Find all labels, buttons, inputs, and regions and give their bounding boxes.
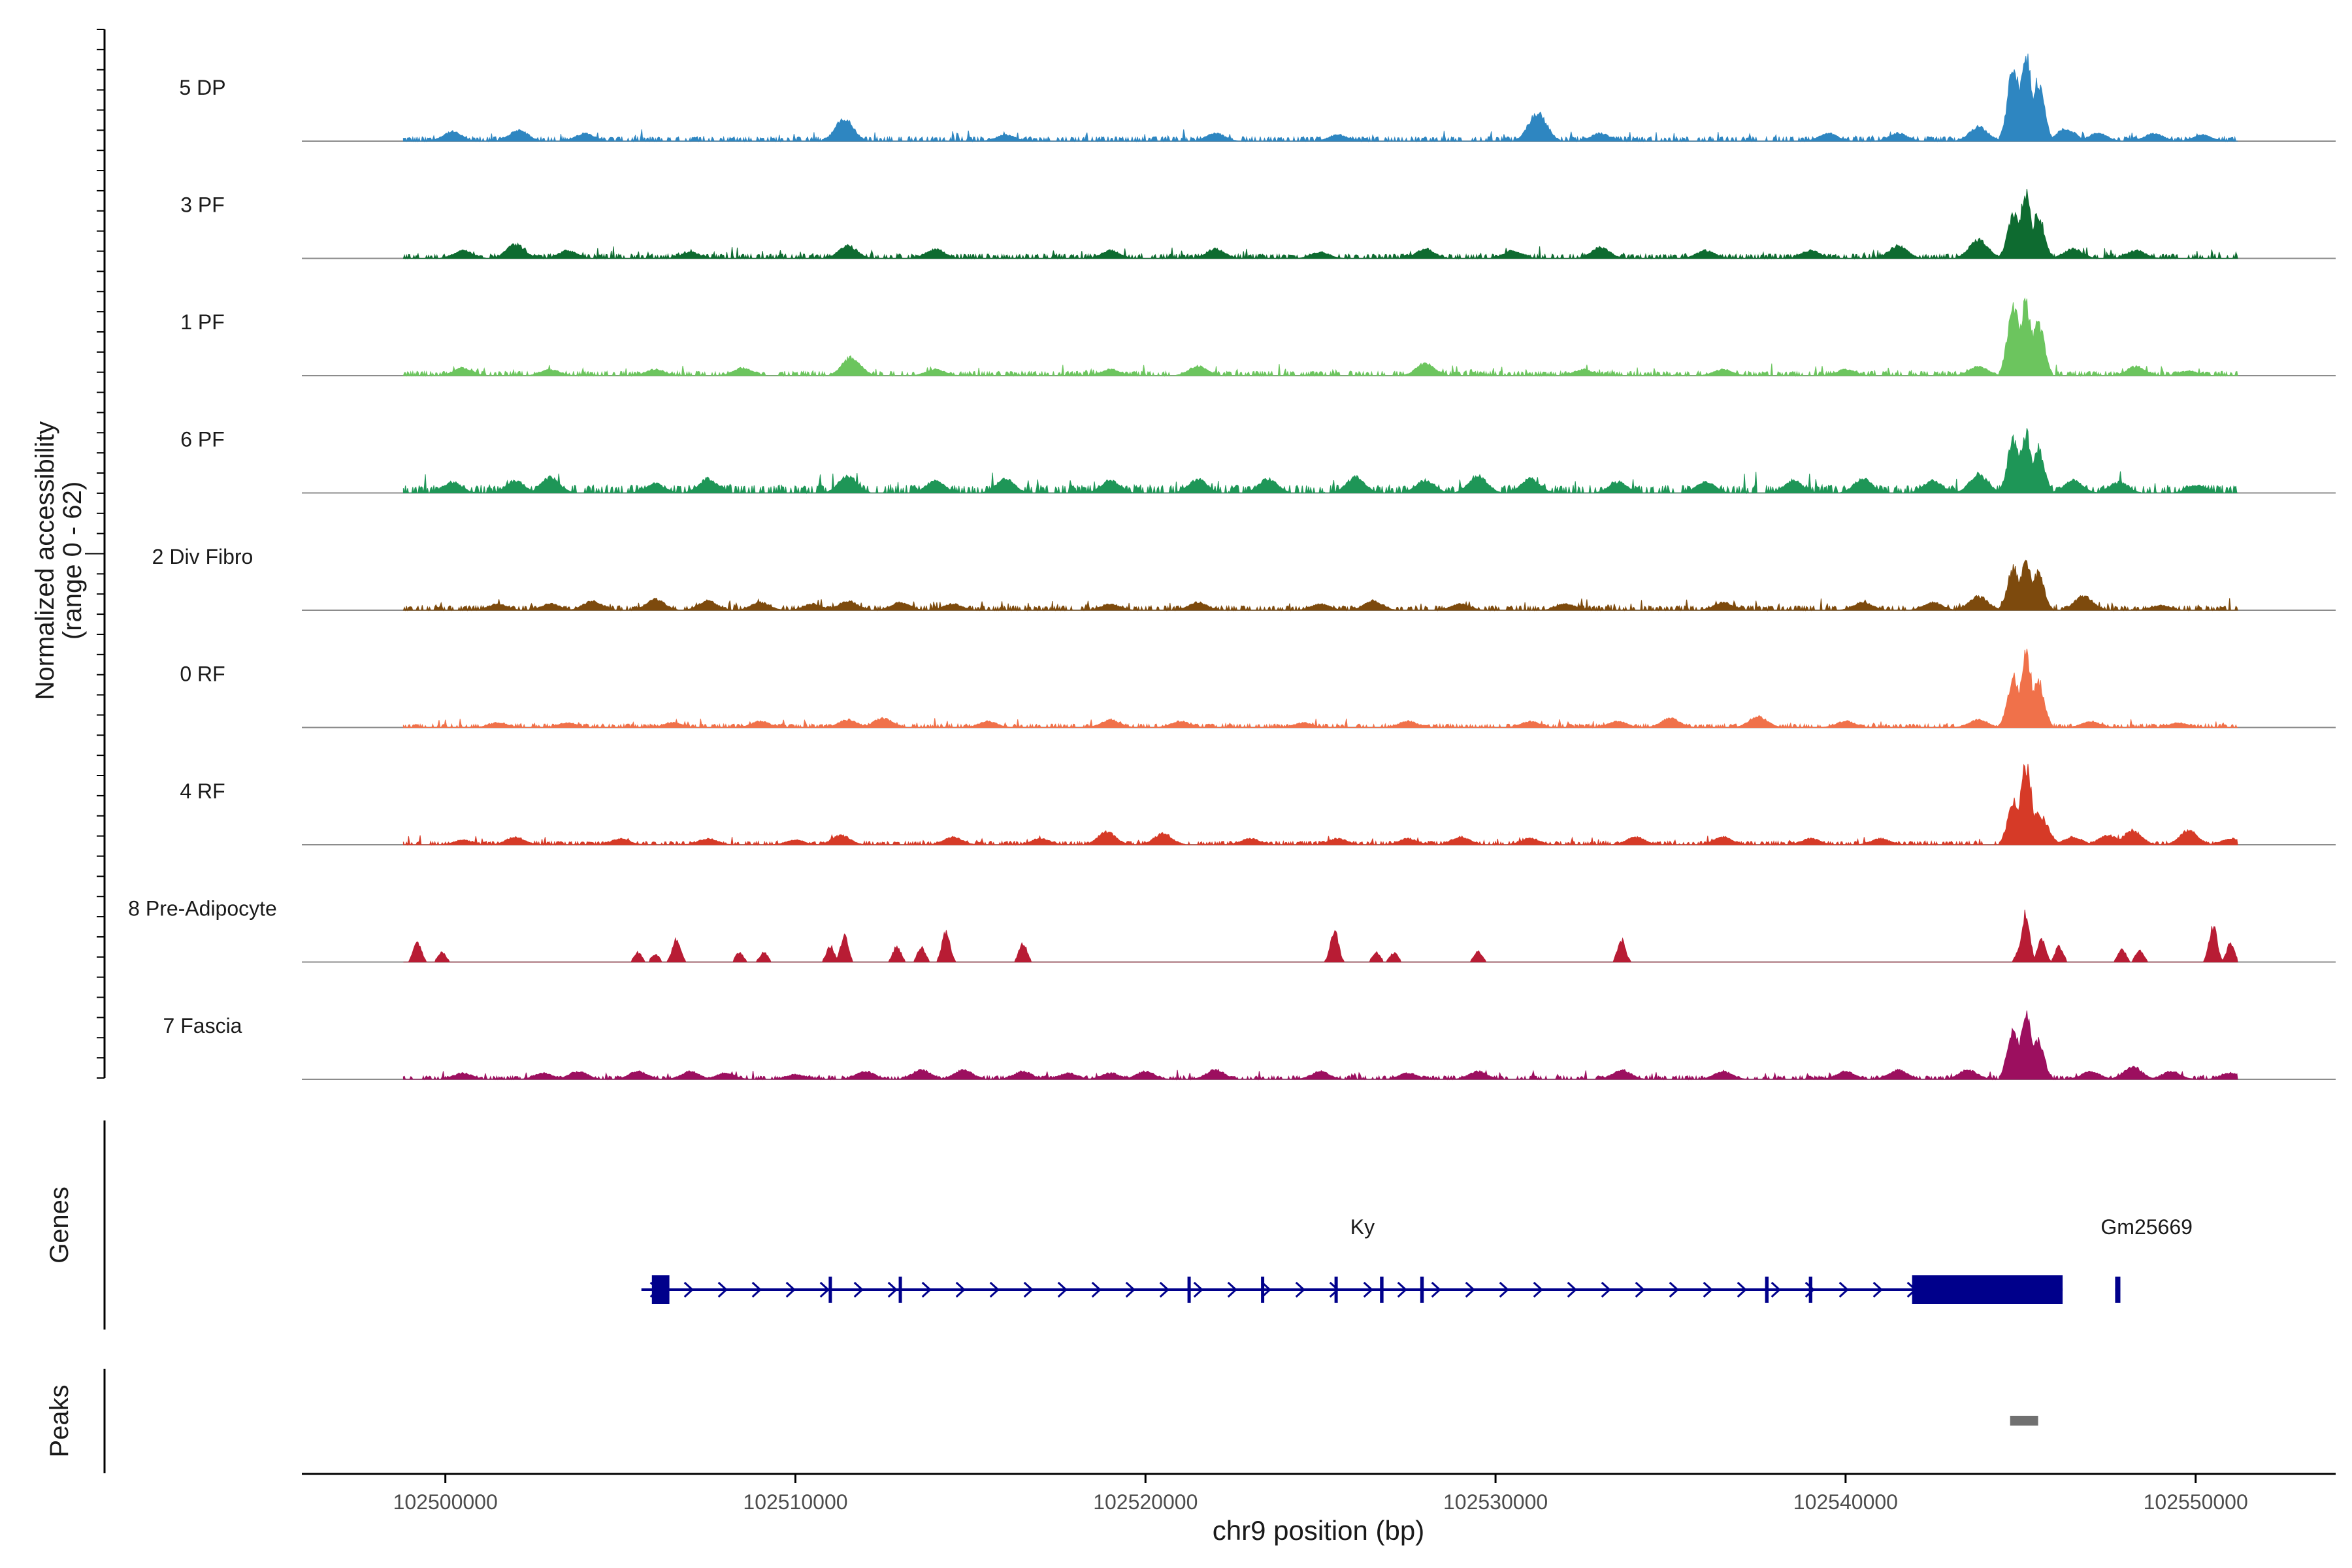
track-label: 2 Div Fibro: [152, 545, 253, 568]
track-3-pf: 3 PF: [180, 189, 2336, 260]
y-axis-label: Normalized accessibility: [31, 421, 59, 700]
strand-arrow: [1431, 1281, 1441, 1298]
strand-arrow: [717, 1281, 728, 1298]
gene-exon: [1334, 1277, 1338, 1303]
coverage-area: [402, 297, 2238, 377]
strand-arrow: [1805, 1281, 1815, 1298]
coverage-area: [402, 189, 2238, 260]
track-label: 3 PF: [180, 193, 225, 217]
gene-exon: [1187, 1277, 1191, 1303]
genes-track-label: Genes: [45, 1186, 74, 1264]
coverage-tracks: 5 DP 3 PF 1 PF 6 PF 2 Div Fibro 0 RF 4 RF 8 Pre…: [128, 54, 2336, 1081]
strand-arrow: [819, 1281, 830, 1298]
strand-arrow: [989, 1281, 1000, 1298]
strand-arrow: [1872, 1281, 1883, 1298]
genes-track: Ky Gm25669: [641, 1215, 2193, 1304]
x-tick-label: 102540000: [1793, 1490, 1898, 1514]
strand-arrow: [683, 1281, 694, 1298]
strand-arrow: [1057, 1281, 1068, 1298]
coverage-area: [402, 1010, 2238, 1081]
strand-arrow: [1363, 1281, 1373, 1298]
x-axis-label: chr9 position (bp): [1213, 1515, 1425, 1546]
track-label: 7 Fascia: [163, 1014, 242, 1037]
y-axis-range-label: (range 0 - 62): [58, 482, 87, 640]
strand-arrow: [1261, 1281, 1271, 1298]
strand-arrow: [1533, 1281, 1543, 1298]
gene-exon: [1420, 1277, 1424, 1303]
track-8-pre-adipocyte: 8 Pre-Adipocyte: [128, 897, 2336, 963]
track-1-pf: 1 PF: [180, 297, 2336, 377]
track-2-div-fibro: 2 Div Fibro: [152, 545, 2336, 612]
track-5-dp: 5 DP: [179, 54, 2336, 142]
strand-arrow: [955, 1281, 966, 1298]
strand-arrow: [785, 1281, 796, 1298]
gene-name-label: Ky: [1350, 1215, 1375, 1239]
track-6-pf: 6 PF: [180, 428, 2336, 495]
x-tick-label: 102520000: [1093, 1490, 1198, 1514]
track-7-fascia: 7 Fascia: [163, 1010, 2336, 1081]
gene-ky: Ky: [641, 1215, 2063, 1304]
gene-gm25669: Gm25669: [2100, 1215, 2193, 1303]
x-tick-label: 102550000: [2144, 1490, 2248, 1514]
strand-arrow: [1159, 1281, 1169, 1298]
track-label: 5 DP: [179, 76, 225, 99]
gene-exon: [828, 1277, 832, 1303]
strand-arrow: [1838, 1281, 1849, 1298]
gene-exon: [1765, 1277, 1769, 1303]
track-label: 4 RF: [180, 779, 225, 803]
track-label: 1 PF: [180, 310, 225, 334]
coverage-area: [402, 559, 2238, 612]
track-label: 0 RF: [180, 662, 225, 686]
peaks-track-label: Peaks: [45, 1384, 74, 1457]
x-tick-label: 102500000: [393, 1490, 498, 1514]
strand-arrow: [1023, 1281, 1034, 1298]
x-tick-label: 102510000: [743, 1490, 847, 1514]
coverage-area: [403, 909, 2238, 963]
coverage-y-axis: [85, 29, 106, 1079]
gene-exon: [1380, 1277, 1384, 1303]
coverage-area: [402, 428, 2238, 495]
strand-arrow: [1295, 1281, 1305, 1298]
strand-arrow: [1567, 1281, 1577, 1298]
strand-arrow: [1465, 1281, 1475, 1298]
gene-exon: [1808, 1277, 1812, 1303]
gene-exon: [898, 1277, 902, 1303]
strand-arrow: [1771, 1281, 1781, 1298]
strand-arrow: [1737, 1281, 1747, 1298]
coverage-area: [402, 764, 2238, 846]
gene-exon: [2115, 1277, 2121, 1303]
coverage-area: [402, 54, 2238, 142]
track-0-rf: 0 RF: [180, 648, 2336, 729]
strand-arrow: [1193, 1281, 1203, 1298]
track-label: 6 PF: [180, 428, 225, 451]
strand-arrow: [751, 1281, 762, 1298]
strand-arrow: [921, 1281, 932, 1298]
strand-arrow: [1227, 1281, 1237, 1298]
track-4-rf: 4 RF: [180, 764, 2336, 846]
gene-exon: [1912, 1275, 2063, 1304]
x-tick-label: 102530000: [1443, 1490, 1548, 1514]
strand-arrow: [1601, 1281, 1611, 1298]
strand-arrow: [1499, 1281, 1509, 1298]
x-axis: 102500000 102510000 102520000 102530000 1025…: [302, 1473, 2336, 1514]
coverage-area: [402, 648, 2238, 729]
strand-arrow: [1703, 1281, 1713, 1298]
peak-region: [2010, 1416, 2038, 1426]
strand-arrow: [887, 1281, 898, 1298]
strand-arrow: [1091, 1281, 1102, 1298]
gene-exon: [651, 1275, 670, 1304]
strand-arrow: [1125, 1281, 1135, 1298]
strand-arrow: [853, 1281, 864, 1298]
strand-arrow: [1397, 1281, 1407, 1298]
track-label: 8 Pre-Adipocyte: [128, 897, 277, 921]
peaks-track: [2010, 1416, 2038, 1426]
strand-arrow: [1669, 1281, 1679, 1298]
strand-arrow: [1635, 1281, 1645, 1298]
gene-name-label: Gm25669: [2100, 1215, 2193, 1239]
gene-exon: [1261, 1277, 1265, 1303]
strand-arrow: [1329, 1281, 1339, 1298]
